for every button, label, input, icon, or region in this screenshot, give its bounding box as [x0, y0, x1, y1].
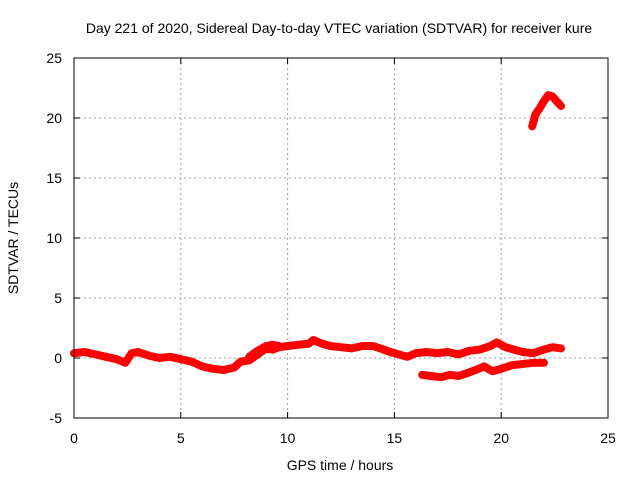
y-tick-label: 15: [46, 170, 62, 186]
x-tick-label: 15: [387, 430, 403, 446]
y-tick-label: 25: [46, 50, 62, 66]
series-line-lower-segment: [418, 358, 548, 382]
x-axis-label: GPS time / hours: [287, 457, 394, 473]
chart-title: Day 221 of 2020, Sidereal Day-to-day VTE…: [86, 20, 592, 36]
x-tick-label: 10: [280, 430, 296, 446]
x-tick-label: 20: [493, 430, 509, 446]
series-line-upper-branch: [245, 340, 284, 361]
grid-layer: [74, 58, 608, 418]
y-tick-label: 10: [46, 230, 62, 246]
x-tick-label: 5: [177, 430, 185, 446]
x-tick-label: 25: [600, 430, 616, 446]
tick-layer: 0 5 10 15 20 25 -5 0 5 10 15 20 25: [46, 50, 616, 446]
series-line-main: [70, 336, 565, 374]
y-tick-label: 0: [54, 350, 62, 366]
y-axis-label: SDTVAR / TECUs: [5, 182, 21, 294]
series-line-late-segment: [528, 91, 565, 131]
series-layer: [70, 91, 565, 382]
y-tick-label: 20: [46, 110, 62, 126]
x-tick-label: 0: [70, 430, 78, 446]
y-tick-label: 5: [54, 290, 62, 306]
y-tick-label: -5: [50, 410, 63, 426]
